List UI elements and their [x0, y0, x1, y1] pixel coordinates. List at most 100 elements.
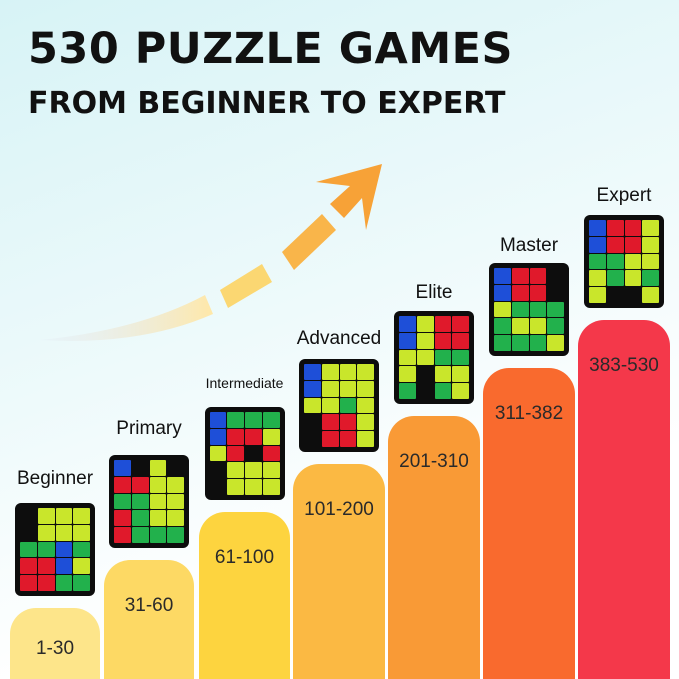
puzzle-tile — [452, 316, 469, 332]
pillar-intermediate: 61-100 — [199, 512, 290, 679]
puzzle-tile — [304, 380, 321, 397]
puzzle-tile — [131, 510, 149, 527]
puzzle-thumbnail-advanced[interactable] — [299, 359, 379, 452]
puzzle-tile — [149, 476, 167, 493]
puzzle-tile — [37, 541, 55, 558]
puzzle-tile — [227, 412, 244, 428]
puzzle-tile — [321, 364, 339, 380]
puzzle-tile — [416, 366, 434, 383]
puzzle-tile — [37, 575, 55, 591]
puzzle-tile — [209, 462, 227, 479]
puzzle-tile — [114, 460, 131, 476]
puzzle-tile — [642, 287, 659, 303]
puzzle-tile — [494, 301, 511, 318]
level-name-advanced: Advanced — [296, 328, 382, 349]
puzzle-tile — [434, 349, 452, 366]
puzzle-tile — [606, 236, 624, 253]
puzzle-tile — [304, 397, 321, 414]
puzzle-tile — [55, 575, 73, 591]
puzzle-tile — [529, 335, 547, 351]
puzzle-tile — [262, 445, 280, 462]
puzzle-tile — [167, 493, 184, 510]
puzzle-thumbnail-beginner[interactable] — [15, 503, 95, 596]
puzzle-tile — [209, 479, 227, 495]
puzzle-tile — [606, 287, 624, 303]
puzzle-tile — [452, 383, 469, 399]
level-range-advanced: 101-200 — [304, 499, 374, 520]
puzzle-tile — [339, 431, 357, 447]
puzzle-tile — [209, 428, 227, 445]
pillar-master: 311-382 — [483, 368, 575, 679]
puzzle-tile — [304, 414, 321, 431]
puzzle-tile — [547, 268, 564, 284]
puzzle-thumbnail-intermediate[interactable] — [204, 407, 285, 500]
puzzle-tile — [606, 253, 624, 270]
puzzle-tile — [321, 414, 339, 431]
puzzle-tile — [529, 284, 547, 301]
level-range-elite: 201-310 — [399, 451, 469, 472]
puzzle-tile — [642, 270, 659, 287]
puzzle-tile — [55, 558, 73, 575]
puzzle-tile — [262, 462, 280, 479]
puzzle-tile — [227, 462, 244, 479]
pillar-advanced: 101-200 — [293, 464, 385, 679]
puzzle-tile — [529, 268, 547, 284]
level-range-intermediate: 61-100 — [214, 547, 275, 568]
pillar-expert: 383-530 — [578, 320, 670, 679]
puzzle-tile — [20, 541, 37, 558]
puzzle-tile — [55, 541, 73, 558]
puzzle-tile — [452, 366, 469, 383]
puzzle-tile — [114, 476, 131, 493]
puzzle-tile — [606, 270, 624, 287]
arrow-head — [316, 164, 382, 230]
puzzle-tile — [321, 380, 339, 397]
puzzle-tile — [37, 524, 55, 541]
puzzle-tile — [589, 270, 606, 287]
level-range-beginner: 1-30 — [35, 638, 75, 659]
puzzle-tile — [149, 493, 167, 510]
puzzle-tile — [589, 287, 606, 303]
level-range-primary: 31-60 — [124, 595, 174, 616]
puzzle-thumbnail-elite[interactable] — [394, 311, 474, 404]
puzzle-tile — [434, 383, 452, 399]
pillar-primary: 31-60 — [104, 560, 194, 679]
puzzle-tile — [511, 335, 529, 351]
puzzle-tile — [642, 253, 659, 270]
puzzle-tile — [399, 383, 416, 399]
puzzle-tile — [55, 508, 73, 524]
puzzle-tile — [227, 479, 244, 495]
puzzle-tile — [339, 380, 357, 397]
puzzle-tile — [131, 476, 149, 493]
puzzle-tile — [624, 270, 642, 287]
puzzle-tile — [624, 253, 642, 270]
puzzle-tile — [399, 332, 416, 349]
puzzle-tile — [547, 284, 564, 301]
puzzle-tile — [20, 575, 37, 591]
page-subtitle: FROM BEGINNER TO EXPERT — [28, 86, 506, 121]
puzzle-tile — [114, 510, 131, 527]
puzzle-tile — [624, 220, 642, 236]
level-name-beginner: Beginner — [16, 468, 94, 489]
puzzle-tile — [262, 479, 280, 495]
puzzle-tile — [339, 364, 357, 380]
arrow-segment-3 — [282, 214, 336, 270]
puzzle-tile — [547, 318, 564, 335]
puzzle-thumbnail-expert[interactable] — [584, 215, 664, 308]
puzzle-tile — [494, 318, 511, 335]
puzzle-tile — [589, 253, 606, 270]
puzzle-tile — [227, 428, 244, 445]
puzzle-tile — [547, 335, 564, 351]
puzzle-tile — [114, 493, 131, 510]
puzzle-thumbnail-primary[interactable] — [109, 455, 189, 548]
puzzle-tile — [339, 414, 357, 431]
level-range-expert: 383-530 — [589, 355, 659, 376]
level-name-primary: Primary — [116, 418, 182, 439]
puzzle-tile — [149, 510, 167, 527]
puzzle-tile — [167, 527, 184, 543]
puzzle-tile — [434, 332, 452, 349]
puzzle-tile — [304, 364, 321, 380]
puzzle-tile — [149, 460, 167, 476]
puzzle-tile — [167, 476, 184, 493]
puzzle-thumbnail-master[interactable] — [489, 263, 569, 356]
